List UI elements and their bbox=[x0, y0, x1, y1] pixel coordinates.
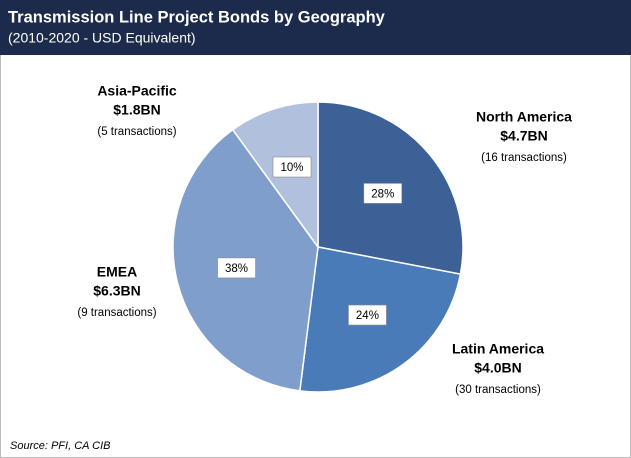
header-band bbox=[0, 0, 631, 55]
chart-subtitle: (2010-2020 - USD Equivalent) bbox=[8, 30, 196, 46]
transactions-label: (5 transactions) bbox=[97, 126, 176, 138]
transactions-label: (16 transactions) bbox=[481, 152, 567, 164]
value-label: 28% bbox=[371, 188, 394, 200]
value-label-box bbox=[363, 183, 403, 204]
value-label: 10% bbox=[280, 162, 303, 174]
amount-label: $4.0BN bbox=[474, 360, 521, 376]
amount-label: $6.3BN bbox=[93, 283, 140, 299]
category-label: Latin America bbox=[452, 341, 544, 357]
value-label-box bbox=[217, 257, 256, 279]
transactions-label: (30 transactions) bbox=[455, 384, 541, 396]
category-label: North America bbox=[476, 109, 572, 125]
source-note: Source: PFI, CA CIB bbox=[10, 440, 110, 452]
category-label: Asia-Pacific bbox=[97, 83, 177, 99]
value-label: 24% bbox=[356, 310, 379, 322]
category-label: EMEA bbox=[97, 264, 137, 280]
chart-title: Transmission Line Project Bonds by Geogr… bbox=[8, 8, 386, 26]
transactions-label: (9 transactions) bbox=[77, 307, 156, 319]
value-label-box bbox=[348, 304, 387, 326]
value-label: 38% bbox=[225, 263, 248, 275]
amount-label: $4.7BN bbox=[500, 128, 547, 144]
amount-label: $1.8BN bbox=[113, 102, 160, 118]
value-label-box bbox=[272, 156, 312, 178]
